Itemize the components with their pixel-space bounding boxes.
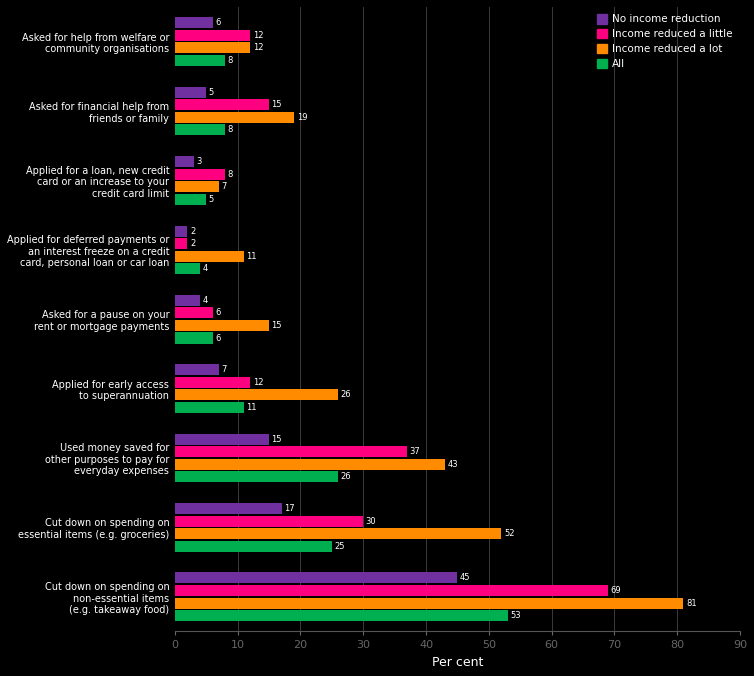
Text: 11: 11	[247, 251, 257, 260]
Bar	[175, 541, 332, 552]
Bar	[175, 585, 608, 596]
Text: 12: 12	[253, 378, 263, 387]
Bar	[175, 598, 683, 608]
Text: 6: 6	[215, 333, 220, 343]
Bar	[175, 181, 219, 192]
Bar	[175, 471, 338, 482]
Bar	[175, 402, 244, 413]
Text: 4: 4	[203, 296, 208, 305]
Bar	[175, 18, 213, 28]
Text: 8: 8	[228, 56, 233, 65]
Bar	[175, 43, 250, 53]
Text: 3: 3	[196, 157, 201, 166]
Text: 69: 69	[611, 586, 621, 595]
Bar	[175, 251, 244, 262]
Bar	[175, 30, 250, 41]
Text: 8: 8	[228, 125, 233, 135]
Bar	[175, 434, 269, 445]
Bar	[175, 377, 250, 388]
Bar	[175, 528, 501, 539]
Bar	[175, 446, 407, 457]
Bar	[175, 238, 188, 249]
X-axis label: Per cent: Per cent	[432, 656, 483, 669]
Bar	[175, 320, 269, 331]
Text: 2: 2	[190, 226, 195, 235]
Bar	[175, 226, 188, 237]
Text: 15: 15	[271, 435, 282, 443]
Bar	[175, 156, 194, 167]
Bar	[175, 333, 213, 343]
Text: 5: 5	[209, 88, 214, 97]
Bar	[175, 295, 200, 306]
Text: 11: 11	[247, 403, 257, 412]
Text: 30: 30	[366, 516, 376, 526]
Text: 52: 52	[504, 529, 514, 538]
Bar	[175, 610, 507, 621]
Text: 53: 53	[510, 611, 521, 620]
Text: 6: 6	[215, 18, 220, 27]
Bar	[175, 112, 294, 123]
Bar	[175, 99, 269, 110]
Text: 8: 8	[228, 170, 233, 178]
Text: 15: 15	[271, 321, 282, 330]
Text: 6: 6	[215, 308, 220, 318]
Bar	[175, 308, 213, 318]
Bar	[175, 459, 445, 470]
Bar	[175, 389, 338, 400]
Text: 5: 5	[209, 195, 214, 203]
Bar	[175, 364, 219, 375]
Text: 15: 15	[271, 100, 282, 110]
Text: 19: 19	[296, 113, 307, 122]
Text: 43: 43	[447, 460, 458, 468]
Legend: No income reduction, Income reduced a little, Income reduced a lot, All: No income reduction, Income reduced a li…	[594, 12, 735, 71]
Text: 26: 26	[341, 390, 351, 400]
Text: 17: 17	[284, 504, 295, 513]
Bar	[175, 168, 225, 180]
Text: 45: 45	[460, 573, 470, 583]
Text: 7: 7	[222, 183, 227, 191]
Text: 12: 12	[253, 43, 263, 53]
Bar	[175, 573, 458, 583]
Bar	[175, 263, 200, 274]
Bar	[175, 124, 225, 135]
Text: 81: 81	[686, 598, 697, 608]
Bar	[175, 503, 282, 514]
Bar	[175, 55, 225, 66]
Bar	[175, 87, 207, 98]
Text: 7: 7	[222, 365, 227, 375]
Text: 12: 12	[253, 31, 263, 40]
Text: 2: 2	[190, 239, 195, 248]
Text: 25: 25	[334, 541, 345, 551]
Text: 4: 4	[203, 264, 208, 273]
Bar	[175, 194, 207, 205]
Text: 37: 37	[409, 448, 421, 456]
Bar	[175, 516, 363, 527]
Text: 26: 26	[341, 473, 351, 481]
